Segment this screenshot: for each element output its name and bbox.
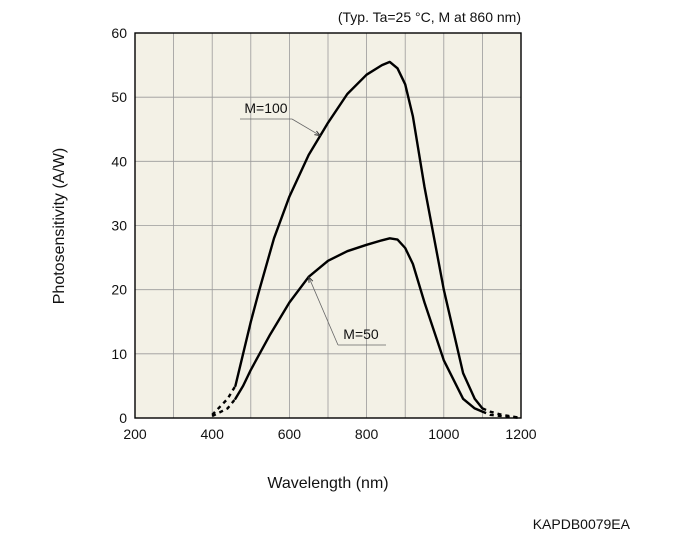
series-line-m-50 — [234, 237, 484, 413]
figure-code: KAPDB0079EA — [533, 516, 631, 532]
annotation-label: M=50 — [343, 326, 379, 342]
y-tick-label: 10 — [111, 346, 127, 362]
series-line-m-100 — [211, 385, 237, 416]
y-tick-label: 30 — [111, 218, 127, 234]
x-tick-label: 800 — [355, 426, 379, 442]
y-tick-label: 60 — [111, 25, 127, 41]
annotation-label: M=100 — [244, 100, 287, 116]
annotation-arrowhead — [314, 130, 321, 137]
series-group — [211, 60, 522, 420]
y-axis-title: Photosensitivity (A/W) — [51, 148, 68, 304]
x-tick-label: 400 — [201, 426, 225, 442]
x-tick-label: 1000 — [428, 426, 459, 442]
series-line-m-100 — [234, 60, 484, 410]
annotation-leader — [291, 118, 321, 137]
x-tick-label: 1200 — [505, 426, 536, 442]
y-tick-label: 50 — [111, 89, 127, 105]
tick-labels: 200 400 600 800 1000 1200 0 10 20 30 40 50 60 — [111, 25, 536, 442]
annotations: M=100 M=50 — [240, 100, 386, 346]
x-tick-label: 200 — [123, 426, 147, 442]
y-tick-label: 20 — [111, 282, 127, 298]
y-tick-label: 0 — [119, 410, 127, 426]
annotation-leader — [308, 276, 339, 346]
annotation-arrowhead — [308, 276, 314, 283]
x-tick-label: 600 — [278, 426, 302, 442]
plot-frame — [134, 32, 522, 419]
x-axis-title: Wavelength (nm) — [267, 475, 388, 492]
y-tick-label: 40 — [111, 153, 127, 169]
condition-note: (Typ. Ta=25 °C, M at 860 nm) — [338, 9, 521, 25]
series-line-m-50 — [211, 398, 237, 418]
